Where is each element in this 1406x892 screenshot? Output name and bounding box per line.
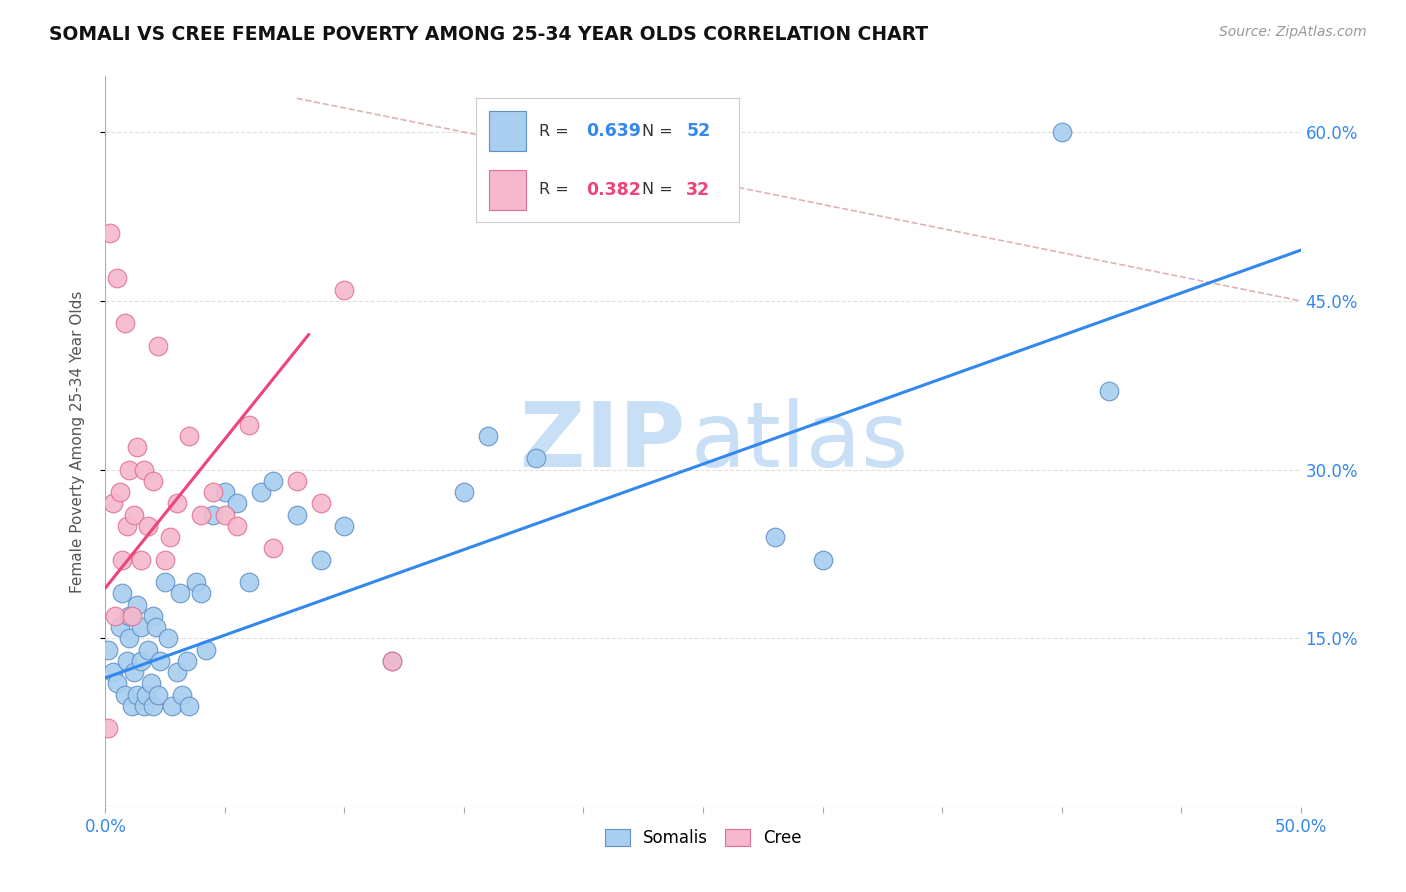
Point (98, 227, 121, 241)
Point (333, 519, 356, 533)
Text: Source: ZipAtlas.com: Source: ZipAtlas.com (1219, 25, 1367, 39)
Point (477, 429, 499, 443)
Point (129, 654, 153, 668)
Point (202, 485, 225, 500)
Point (125, 688, 148, 702)
Point (142, 474, 165, 488)
Point (285, 508, 308, 522)
Point (97, 722, 120, 736)
Point (145, 620, 167, 634)
Text: SOMALI VS CREE FEMALE POVERTY AMONG 25-34 YEAR OLDS CORRELATION CHART: SOMALI VS CREE FEMALE POVERTY AMONG 25-3… (49, 25, 928, 44)
Point (309, 496, 332, 510)
Point (129, 620, 153, 634)
Point (194, 642, 217, 657)
Point (111, 552, 134, 566)
Point (114, 688, 136, 702)
Point (524, 451, 547, 466)
Point (262, 541, 284, 556)
Point (125, 598, 148, 612)
Point (190, 586, 212, 600)
Point (146, 688, 169, 702)
Point (453, 485, 475, 500)
Point (132, 463, 155, 477)
Point (381, 654, 404, 668)
Point (186, 575, 208, 590)
Text: atlas: atlas (692, 398, 910, 485)
Point (285, 474, 308, 488)
Point (135, 688, 157, 702)
Point (176, 654, 198, 668)
Point (309, 552, 332, 566)
Point (170, 688, 193, 702)
Point (132, 698, 155, 713)
Point (166, 665, 188, 680)
Point (142, 609, 165, 624)
Point (202, 508, 225, 522)
Y-axis label: Female Poverty Among 25-34 Year Olds: Female Poverty Among 25-34 Year Olds (70, 291, 84, 592)
Point (139, 676, 162, 690)
Point (214, 485, 236, 500)
Point (153, 552, 177, 566)
Point (177, 429, 201, 443)
Point (381, 654, 404, 668)
Point (177, 698, 201, 713)
Point (238, 417, 260, 432)
Point (97, 642, 120, 657)
Point (159, 530, 181, 544)
Point (225, 496, 249, 510)
Point (166, 496, 188, 510)
Point (149, 654, 172, 668)
Point (108, 620, 131, 634)
Point (129, 552, 153, 566)
Point (146, 339, 169, 353)
Point (142, 698, 165, 713)
Point (122, 508, 145, 522)
Point (118, 609, 141, 624)
Point (238, 575, 260, 590)
Point (121, 698, 143, 713)
Point (104, 609, 127, 624)
Point (115, 654, 138, 668)
Point (214, 508, 236, 522)
Point (115, 519, 138, 533)
Legend: Somalis, Cree: Somalis, Cree (598, 822, 808, 854)
Point (107, 271, 129, 285)
Point (156, 632, 179, 646)
Point (121, 609, 143, 624)
Point (190, 508, 212, 522)
Point (262, 474, 284, 488)
Point (153, 575, 177, 590)
Text: ZIP: ZIP (520, 398, 685, 485)
Point (125, 440, 148, 454)
Point (169, 586, 191, 600)
Point (101, 496, 124, 510)
Point (333, 283, 356, 297)
Point (111, 586, 134, 600)
Point (763, 530, 786, 544)
Point (138, 519, 160, 533)
Point (118, 463, 141, 477)
Point (250, 485, 273, 500)
Point (107, 676, 129, 690)
Point (101, 665, 124, 680)
Point (122, 665, 145, 680)
Point (162, 698, 184, 713)
Point (118, 632, 141, 646)
Point (225, 519, 249, 533)
Point (114, 317, 136, 331)
Point (811, 552, 834, 566)
Point (1098, 384, 1121, 398)
Point (108, 485, 131, 500)
Point (138, 642, 160, 657)
Point (1050, 125, 1073, 139)
